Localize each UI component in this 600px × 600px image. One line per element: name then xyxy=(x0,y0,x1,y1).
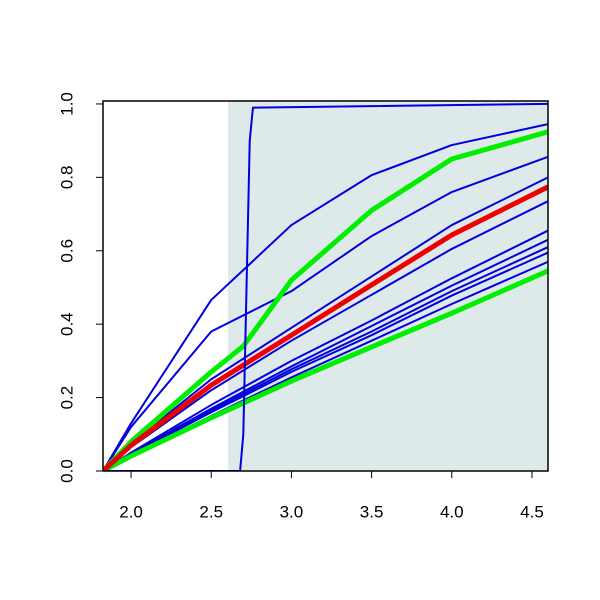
series-line xyxy=(103,102,548,471)
y-tick-label: 0.6 xyxy=(57,239,76,263)
series-line xyxy=(103,129,548,471)
x-tick-label: 4.0 xyxy=(440,502,464,521)
x-tick-label: 3.5 xyxy=(360,502,384,521)
x-tick-label: 2.0 xyxy=(119,502,143,521)
x-tick-label: 2.5 xyxy=(199,502,223,521)
series-line xyxy=(103,268,548,471)
y-tick-label: 1.0 xyxy=(57,92,76,116)
x-tick-label: 3.0 xyxy=(280,502,304,521)
y-tick-label: 0.8 xyxy=(57,166,76,190)
y-tick-label: 0.2 xyxy=(57,386,76,410)
series-line xyxy=(103,155,548,471)
series-line xyxy=(103,184,548,471)
x-tick-label: 4.5 xyxy=(520,502,544,521)
y-tick-label: 0.4 xyxy=(57,312,76,336)
plot-area xyxy=(103,101,548,471)
y-tick-label: 0.0 xyxy=(57,459,76,483)
plot-box xyxy=(102,100,549,472)
series-line xyxy=(103,123,548,471)
